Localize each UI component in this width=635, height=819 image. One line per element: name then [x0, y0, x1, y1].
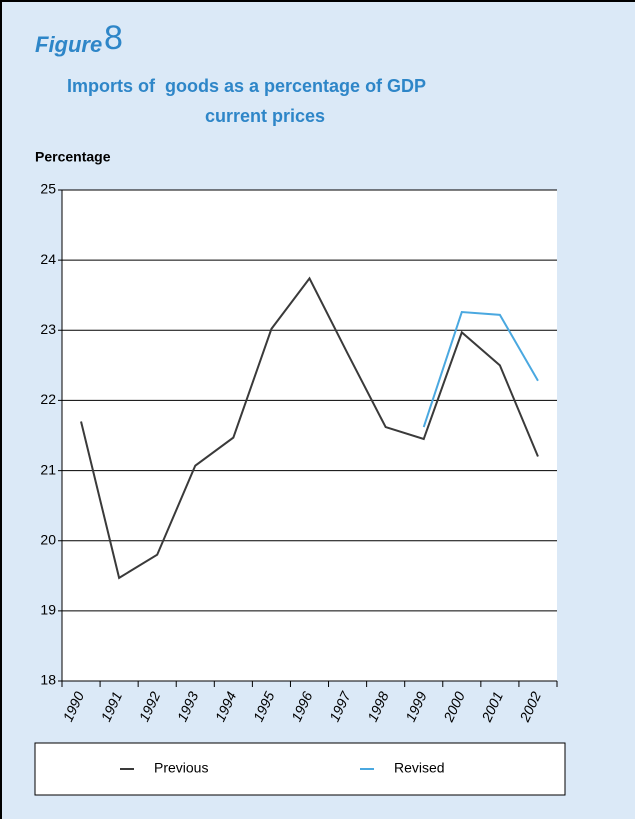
- y-tick-label: 18: [40, 672, 56, 688]
- y-tick-label: 25: [40, 181, 56, 197]
- figure-number: 8: [104, 19, 123, 57]
- figure-label: Figure: [35, 32, 102, 57]
- y-tick-label: 23: [40, 321, 56, 337]
- line-series: [80, 276, 539, 580]
- y-tick-label: 22: [40, 391, 56, 407]
- y-tick-label: 20: [40, 531, 56, 547]
- y-tick-label: 21: [40, 461, 56, 477]
- chart-title: Imports of goods as a percentage of GDP: [67, 76, 426, 96]
- plot-area: [62, 190, 557, 681]
- y-tick-label: 24: [40, 251, 56, 267]
- legend-box: [34, 742, 566, 796]
- line-series: [422, 310, 539, 428]
- y-tick-label: 19: [40, 602, 56, 618]
- legend-label: Revised: [394, 760, 445, 776]
- legend-label: Previous: [154, 760, 208, 776]
- chart-subtitle: current prices: [205, 106, 325, 126]
- y-axis-label: Percentage: [35, 149, 111, 165]
